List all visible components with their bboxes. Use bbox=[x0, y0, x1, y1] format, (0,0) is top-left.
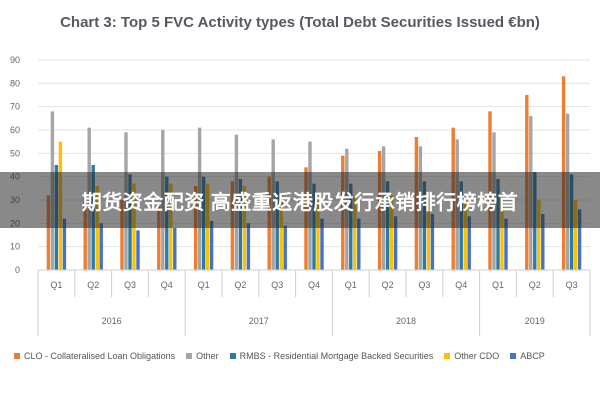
bar-series-4-cat-5 bbox=[246, 223, 251, 270]
y-tick-label: 80 bbox=[10, 78, 20, 88]
x-tick-label: Q1 bbox=[492, 280, 504, 290]
bar-series-4-cat-12 bbox=[504, 218, 508, 270]
bar-series-3-cat-5 bbox=[242, 186, 247, 270]
legend-item: ABCP bbox=[510, 351, 545, 361]
x-tick-label: Q2 bbox=[234, 280, 246, 290]
legend-item: Other CDO bbox=[444, 351, 499, 361]
bar-series-4-cat-1 bbox=[99, 223, 103, 270]
bar-series-0-cat-3 bbox=[157, 202, 161, 270]
watermark-banner bbox=[0, 172, 600, 228]
y-tick-label: 10 bbox=[10, 242, 20, 252]
legend-label: Other bbox=[196, 351, 219, 361]
bar-series-3-cat-12 bbox=[500, 200, 504, 270]
x-group-label: 2016 bbox=[102, 316, 122, 326]
x-group-label: 2018 bbox=[396, 316, 416, 326]
bar-series-3-cat-7 bbox=[316, 197, 320, 270]
x-tick-label: Q2 bbox=[87, 280, 99, 290]
bar-series-4-cat-11 bbox=[467, 216, 471, 270]
legend: CLO - Collateralised Loan Obligations Oth… bbox=[14, 351, 600, 361]
y-tick-label: 0 bbox=[15, 265, 20, 275]
bar-series-4-cat-9 bbox=[393, 216, 398, 270]
bar-series-4-cat-3 bbox=[173, 228, 177, 270]
x-tick-label: Q1 bbox=[345, 280, 357, 290]
bar-series-3-cat-9 bbox=[389, 195, 394, 270]
x-tick-label: Q3 bbox=[566, 280, 578, 290]
watermark-text: 期货资金配资 高盛重返港股发行承销排行榜榜首 bbox=[81, 192, 519, 214]
x-tick-label: Q3 bbox=[124, 280, 136, 290]
bar-series-4-cat-6 bbox=[283, 225, 287, 270]
x-tick-label: Q1 bbox=[50, 280, 62, 290]
legend-item: Other bbox=[186, 351, 219, 361]
x-tick-label: Q4 bbox=[161, 280, 173, 290]
legend-swatch bbox=[444, 353, 451, 359]
x-tick-label: Q1 bbox=[198, 280, 210, 290]
x-group-label: 2019 bbox=[525, 316, 545, 326]
bar-series-0-cat-4 bbox=[193, 186, 198, 270]
x-tick-label: Q3 bbox=[418, 280, 430, 290]
bar-series-4-cat-14 bbox=[577, 209, 582, 270]
x-group-label: 2017 bbox=[249, 316, 269, 326]
legend-label: ABCP bbox=[520, 351, 545, 361]
bar-series-3-cat-11 bbox=[463, 197, 467, 270]
bar-series-3-cat-8 bbox=[353, 195, 357, 270]
y-tick-label: 50 bbox=[10, 148, 20, 158]
y-tick-label: 90 bbox=[10, 55, 20, 65]
bar-series-4-cat-0 bbox=[62, 218, 67, 270]
bar-series-4-cat-4 bbox=[209, 221, 214, 270]
bar-series-4-cat-2 bbox=[136, 230, 140, 270]
chart-title: Chart 3: Top 5 FVC Activity types (Total… bbox=[60, 14, 540, 31]
legend-swatch bbox=[510, 353, 517, 359]
x-tick-label: Q2 bbox=[382, 280, 394, 290]
bar-series-3-cat-6 bbox=[279, 193, 283, 270]
legend-swatch bbox=[186, 353, 193, 359]
x-tick-label: Q4 bbox=[308, 280, 320, 290]
bar-series-3-cat-14 bbox=[573, 200, 578, 270]
bar-series-0-cat-2 bbox=[120, 200, 124, 270]
legend-swatch bbox=[14, 353, 20, 359]
legend-swatch bbox=[229, 353, 236, 359]
x-tick-label: Q2 bbox=[529, 280, 541, 290]
bar-series-4-cat-10 bbox=[430, 214, 435, 270]
y-tick-label: 60 bbox=[10, 125, 20, 135]
x-tick-label: Q3 bbox=[271, 280, 283, 290]
y-axis-ticks: 0102030405060708090 bbox=[10, 55, 20, 275]
legend-label: CLO - Collateralised Loan Obligations bbox=[24, 351, 176, 361]
legend-item: RMBS - Residential Mortgage Backed Secur… bbox=[229, 351, 434, 361]
bar-series-3-cat-13 bbox=[537, 200, 541, 270]
legend-label: RMBS - Residential Mortgage Backed Secur… bbox=[239, 351, 434, 361]
bar-series-0-cat-1 bbox=[83, 197, 87, 270]
bar-series-4-cat-8 bbox=[357, 218, 361, 270]
bar-series-3-cat-10 bbox=[426, 197, 431, 270]
x-axis: Q1 Q2 Q3 Q4 Q1 Q2 Q3 Q4 Q1 Q2 Q3 Q4 Q1 Q2 Q3 2016 2017 20… bbox=[37, 269, 591, 336]
bar-series-4-cat-13 bbox=[541, 214, 545, 270]
y-tick-label: 70 bbox=[10, 102, 20, 112]
legend-item: CLO - Collateralised Loan Obligations bbox=[14, 351, 175, 361]
legend-label: Other CDO bbox=[454, 351, 500, 361]
bar-series-4-cat-7 bbox=[320, 218, 324, 270]
x-tick-label: Q4 bbox=[455, 280, 467, 290]
bar-series-3-cat-1 bbox=[95, 186, 99, 270]
bar-series-0-cat-0 bbox=[46, 195, 51, 270]
